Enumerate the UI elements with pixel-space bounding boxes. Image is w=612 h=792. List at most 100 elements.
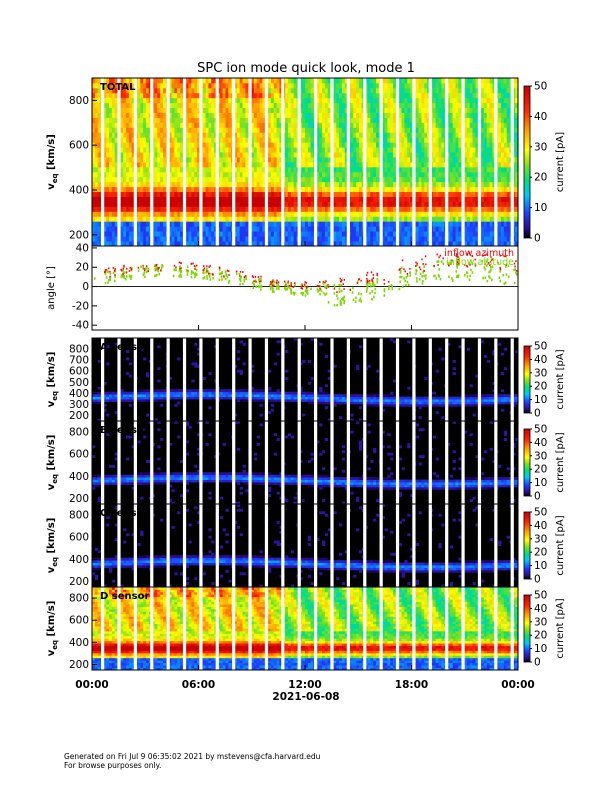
heatmap-cell <box>143 78 147 84</box>
heatmap-cell <box>424 162 428 168</box>
heatmap-cell <box>376 147 380 153</box>
heatmap-cell <box>458 241 462 247</box>
heatmap-cell <box>290 196 295 202</box>
heatmap-cell <box>481 241 485 247</box>
heatmap-cell <box>367 82 371 89</box>
heatmap-cell <box>225 231 229 237</box>
heatmap-cell <box>350 82 354 89</box>
heatmap-cell <box>432 231 437 237</box>
heatmap-cell <box>94 137 99 143</box>
heatmap-cell <box>341 236 346 242</box>
heatmap-cell <box>123 162 127 168</box>
heatmap-cell <box>128 122 133 128</box>
heatmap-cell <box>123 97 127 104</box>
heatmap-cell <box>202 127 206 133</box>
heatmap-cell <box>205 102 209 109</box>
heatmap-cell <box>245 78 249 84</box>
heatmap-cell <box>191 221 195 227</box>
heatmap-cell <box>140 157 144 163</box>
heatmap-cell <box>111 78 116 84</box>
heatmap-cell <box>262 226 266 232</box>
heatmap-cell <box>126 87 130 94</box>
heatmap-cell <box>373 152 377 158</box>
heatmap-cell <box>401 137 405 143</box>
heatmap-cell <box>387 142 391 148</box>
heatmap-cell <box>106 87 110 94</box>
heatmap-cell <box>492 157 496 163</box>
heatmap-cell <box>168 82 172 89</box>
heatmap-cell <box>256 132 260 138</box>
heatmap-cell <box>168 226 172 232</box>
heatmap-cell <box>205 216 209 222</box>
heatmap-cell <box>174 117 178 123</box>
heatmap-cell <box>401 92 405 99</box>
heatmap-cell <box>327 147 331 153</box>
heatmap-cell <box>432 127 437 133</box>
heatmap-cell <box>410 142 414 148</box>
heatmap-cell <box>197 107 201 113</box>
heatmap-cell <box>123 127 127 133</box>
heatmap-cell <box>418 152 422 158</box>
heatmap-cell <box>404 241 408 247</box>
heatmap-cell <box>464 152 468 158</box>
heatmap-cell <box>253 196 258 202</box>
heatmap-cell <box>393 82 397 89</box>
heatmap-cell <box>111 152 116 158</box>
heatmap-cell <box>103 241 107 247</box>
heatmap-cell <box>219 231 224 237</box>
heatmap-cell <box>333 171 337 178</box>
heatmap-cell <box>344 122 348 128</box>
heatmap-cell <box>145 196 150 202</box>
heatmap-cell <box>273 152 277 158</box>
heatmap-cell <box>253 221 258 227</box>
heatmap-cell <box>435 162 439 168</box>
heatmap-cell <box>194 87 198 94</box>
heatmap-cell <box>302 206 306 212</box>
heatmap-cell <box>322 117 326 123</box>
heatmap-cell <box>506 186 510 193</box>
heatmap-cell <box>160 216 164 222</box>
heatmap-cell <box>336 206 340 212</box>
heatmap-cell <box>475 201 479 207</box>
heatmap-cell <box>197 92 201 99</box>
heatmap-cell <box>239 166 243 173</box>
heatmap-cell <box>163 142 167 148</box>
heatmap-cell <box>316 78 320 84</box>
heatmap-cell <box>486 236 490 242</box>
heatmap-cell <box>262 147 266 153</box>
heatmap-cell <box>154 147 158 153</box>
heatmap-cell <box>103 216 107 222</box>
heatmap-cell <box>358 137 363 143</box>
heatmap-cell <box>356 216 360 222</box>
heatmap-cell <box>500 132 505 138</box>
heatmap-cell <box>475 142 479 148</box>
heatmap-cell <box>447 78 451 84</box>
heatmap-cell <box>128 201 133 207</box>
heatmap-cell <box>384 231 388 237</box>
heatmap-cell <box>202 221 206 227</box>
heatmap-cell <box>384 97 388 104</box>
heatmap-cell <box>168 236 172 242</box>
heatmap-cell <box>475 132 479 138</box>
heatmap-cell <box>131 87 135 94</box>
heatmap-cell <box>415 181 419 188</box>
heatmap-cell <box>140 211 144 217</box>
heatmap-cell <box>350 176 354 183</box>
heatmap-cell <box>302 137 306 143</box>
heatmap-cell <box>435 127 439 133</box>
heatmap-cell <box>469 78 473 84</box>
heatmap-cell <box>299 171 303 178</box>
heatmap-cell <box>449 102 454 109</box>
heatmap-cell <box>163 122 167 128</box>
heatmap-cell <box>324 132 329 138</box>
heatmap-cell <box>185 231 189 237</box>
heatmap-cell <box>202 102 206 109</box>
heatmap-cell <box>464 181 468 188</box>
heatmap-cell <box>503 157 508 163</box>
heatmap-cell <box>393 171 397 178</box>
heatmap-cell <box>373 112 377 118</box>
heatmap-cell <box>160 122 164 128</box>
heatmap-cell <box>381 102 385 109</box>
heatmap-cell <box>137 231 141 237</box>
heatmap-cell <box>106 147 110 153</box>
